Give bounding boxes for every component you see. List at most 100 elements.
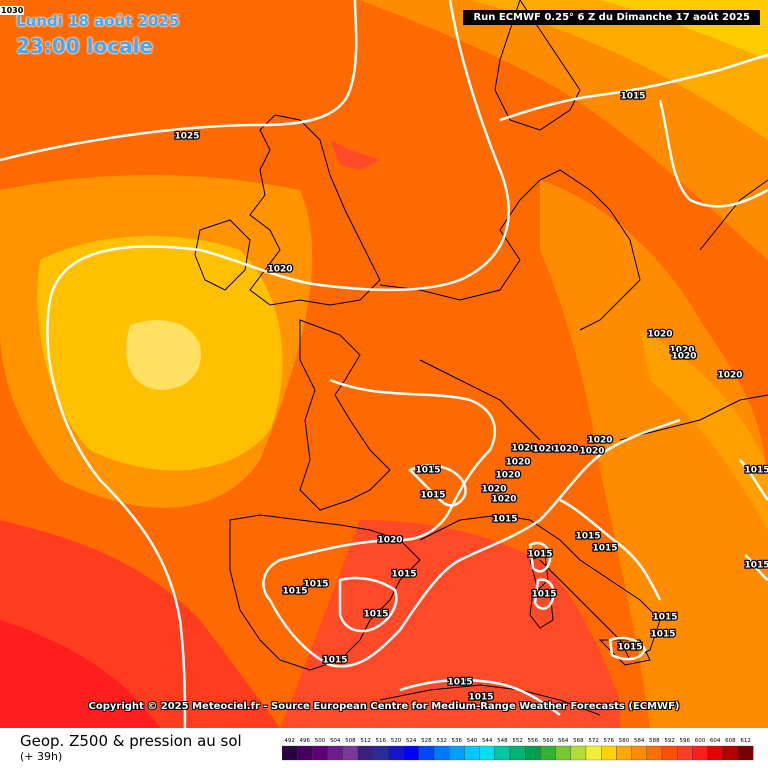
isobar-label: 1020 [669, 346, 694, 356]
legend-tick-label: 592 [664, 738, 675, 744]
forecast-lead-time: (+ 39h) [20, 750, 63, 763]
legend-swatch [585, 745, 602, 761]
isobar-label: 1015 [420, 491, 445, 501]
isobar-label: 1015 [303, 580, 328, 590]
forecast-date: Lundi 18 août 2025 [16, 12, 180, 30]
legend-tick-label: 572 [588, 738, 599, 744]
legend-tick-label: 504 [330, 738, 341, 744]
legend-swatch [737, 745, 754, 761]
legend-tick-label: 588 [649, 738, 660, 744]
isobar-label: 1020 [511, 444, 536, 454]
map-title: Geop. Z500 & pression au sol [20, 732, 242, 750]
forecast-time: 23:00 locale [16, 34, 153, 58]
isobar-label: 1020 [495, 471, 520, 481]
legend-swatch [449, 745, 465, 761]
legend-swatch [646, 745, 663, 761]
legend-tick-label: 608 [725, 738, 736, 744]
legend-swatch [616, 745, 632, 761]
legend-tick-label: 576 [604, 738, 615, 744]
isobar-label: 1025 [174, 132, 199, 142]
legend-swatch [297, 745, 313, 761]
isobar-label: 1015 [617, 643, 642, 653]
isobar-label: 1015 [744, 561, 768, 571]
legend-swatch [388, 745, 404, 761]
legend-swatch [282, 745, 298, 761]
legend-tick-label: 508 [345, 738, 356, 744]
isobar-label: 1015 [415, 466, 440, 476]
legend-tick-label: 556 [528, 738, 539, 744]
legend-swatch [342, 745, 359, 761]
legend-swatch [677, 745, 693, 761]
legend-tick-label: 528 [421, 738, 432, 744]
legend-swatch [464, 745, 480, 761]
isobar-label: 1015 [363, 610, 388, 620]
isobar-label: 1020 [532, 445, 557, 455]
legend-tick-label: 520 [391, 738, 402, 744]
isobar-label: 1015 [447, 678, 472, 688]
coastlines [194, 0, 768, 716]
copyright-notice: Copyright © 2025 Meteociel.fr - Source E… [88, 701, 680, 712]
legend-swatch [479, 745, 495, 761]
legend-tick-label: 564 [558, 738, 569, 744]
legend-swatch [540, 745, 556, 761]
legend-swatch [312, 745, 328, 761]
isobar-label: 1015 [391, 570, 416, 580]
isobar-label: 1015 [575, 532, 600, 542]
legend-tick-label: 604 [710, 738, 721, 744]
corner-value: 1030 [0, 6, 25, 15]
color-legend: 492 496 500 504 508 512 516 520 524 528 532 536 540 5… [282, 738, 754, 761]
legend-swatch [707, 745, 723, 761]
isobar-label: 1020 [671, 352, 696, 362]
legend-tick-label: 540 [467, 738, 478, 744]
legend-tick-label: 532 [436, 738, 447, 744]
legend-swatch [570, 745, 587, 761]
geopotential-fill [0, 0, 768, 728]
isobar-label: 1015 [744, 466, 768, 476]
legend-tick-label: 524 [406, 738, 417, 744]
isobar-label: 1020 [579, 447, 604, 457]
legend-swatch [722, 745, 739, 761]
isobar-label: 1020 [491, 495, 516, 505]
isobar-label: 1020 [647, 330, 672, 340]
legend-swatch [357, 745, 374, 761]
isobar-label: 1015 [527, 550, 552, 560]
legend-swatch [525, 745, 541, 761]
legend-tick-label: 552 [512, 738, 523, 744]
legend-tick-label: 596 [680, 738, 691, 744]
legend-swatch [403, 745, 419, 761]
isobar-label: 1020 [717, 371, 742, 381]
legend-swatch [692, 745, 708, 761]
legend-tick-label: 612 [740, 738, 751, 744]
isobar-label: 1015 [620, 92, 645, 102]
isobar-label: 1020 [267, 265, 292, 275]
isobar-label: 1020 [481, 485, 506, 495]
legend-swatch [601, 745, 617, 761]
legend-tick-label: 516 [376, 738, 387, 744]
legend-swatch [418, 745, 435, 761]
legend-swatch [373, 745, 389, 761]
legend-tick-label: 536 [452, 738, 463, 744]
legend-swatch [494, 745, 511, 761]
isobars [0, 0, 768, 728]
legend-swatch [555, 745, 571, 761]
isobar-label: 1015 [650, 630, 675, 640]
legend-swatch [509, 745, 526, 761]
run-info: Run ECMWF 0.25° 6 Z du Dimanche 17 août … [463, 10, 760, 25]
legend-swatch [327, 745, 343, 761]
isobar-label: 1020 [587, 436, 612, 446]
isobar-label: 1015 [322, 656, 347, 666]
legend-swatch [661, 745, 678, 761]
isobar-label: 1015 [492, 515, 517, 525]
isobar-label: 1015 [282, 587, 307, 597]
isobar-label: 1015 [592, 544, 617, 554]
legend-tick-label: 548 [497, 738, 508, 744]
isobar-label: 1020 [553, 445, 578, 455]
isobar-label: 1015 [531, 590, 556, 600]
legend-tick-label: 560 [543, 738, 554, 744]
legend-tick-label: 568 [573, 738, 584, 744]
isobar-label: 1015 [652, 613, 677, 623]
isobar-label: 1020 [505, 458, 530, 468]
legend-swatch [433, 745, 450, 761]
legend-tick-label: 512 [360, 738, 371, 744]
isobar-labels: 1015102510201020102010201020102010201020… [173, 90, 768, 704]
